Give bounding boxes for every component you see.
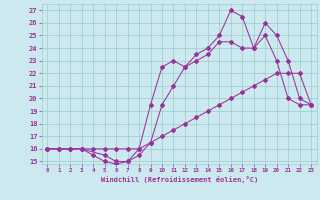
X-axis label: Windchill (Refroidissement éolien,°C): Windchill (Refroidissement éolien,°C) xyxy=(100,176,258,183)
